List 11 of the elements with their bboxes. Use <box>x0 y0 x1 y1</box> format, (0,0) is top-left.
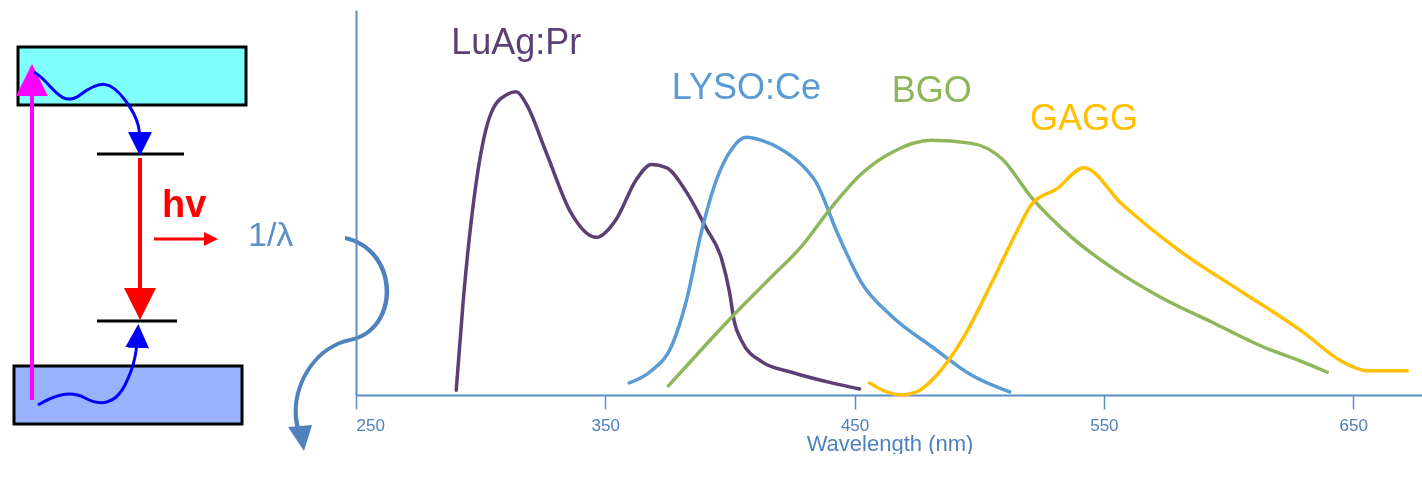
series-label: BGO <box>891 69 972 111</box>
series-label: GAGG <box>1029 96 1138 138</box>
series-label: LYSO:Ce <box>671 66 822 108</box>
text: 1/λ <box>248 215 294 254</box>
x-tick-label: 350 <box>591 415 620 435</box>
x-tick-label: 450 <box>840 415 870 435</box>
x-tick-label: 250 <box>356 415 385 435</box>
series-label: LuAg:Pr <box>451 20 582 62</box>
x-tick-label: 550 <box>1090 415 1119 435</box>
text: hv <box>162 183 207 226</box>
x-tick-label: 650 <box>1339 415 1368 435</box>
